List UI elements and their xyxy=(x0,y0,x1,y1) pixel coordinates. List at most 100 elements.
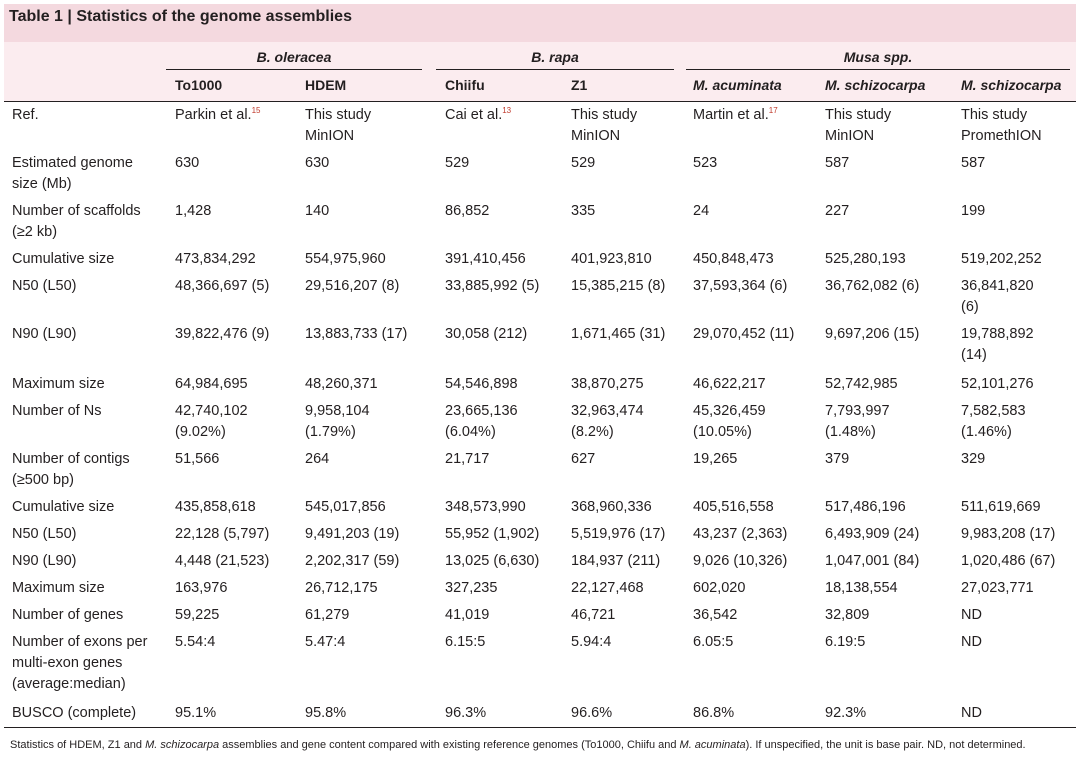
table-cell: 602,020 xyxy=(693,580,746,596)
table-cell: 519,202,252 xyxy=(961,251,1042,267)
group-header-musa: Musa spp. xyxy=(843,49,913,65)
table-cell: 264 xyxy=(305,451,330,467)
table-cell: 163,976 xyxy=(175,580,228,596)
table-cell: 13,025 (6,630) xyxy=(445,553,540,569)
table-cell: 29,070,452 (11) xyxy=(693,326,795,342)
table-cell: 15,385,215 (8) xyxy=(571,278,666,294)
table-cell: 36,542 xyxy=(693,607,738,623)
table-cell: 348,573,990 xyxy=(445,499,526,515)
group-header-b-oleracea: B. oleracea xyxy=(256,49,332,65)
row-label: Maximum size xyxy=(12,376,105,392)
table-cell: 95.1% xyxy=(175,705,217,721)
table-cell: 48,366,697 (5) xyxy=(175,278,270,294)
table-cell: 630 xyxy=(305,155,330,171)
table-cell: 33,885,992 (5) xyxy=(445,278,540,294)
table-cell: 545,017,856 xyxy=(305,499,386,515)
ref-text: This study MinION xyxy=(305,107,372,144)
column-header-bar xyxy=(4,73,1076,101)
table-cell: 36,841,820 (6) xyxy=(961,278,1034,315)
table-cell: 199 xyxy=(961,203,986,219)
table-cell: ND xyxy=(961,705,982,721)
row-label: BUSCO (complete) xyxy=(12,705,137,721)
table-cell: 64,984,695 xyxy=(175,376,248,392)
table-cell: 368,960,336 xyxy=(571,499,652,515)
table-cell: 19,265 xyxy=(693,451,738,467)
table-cell: 1,020,486 (67) xyxy=(961,553,1056,569)
table-cell: 450,848,473 xyxy=(693,251,774,267)
column-header-m-schizocarpa-promethion: M. schizocarpa xyxy=(961,77,1062,93)
row-label: Number of Ns xyxy=(12,403,102,419)
table-cell: 2,202,317 (59) xyxy=(305,553,400,569)
ref-text: This study PromethION xyxy=(961,107,1042,144)
table-cell: 184,937 (211) xyxy=(571,553,661,569)
table-cell: 517,486,196 xyxy=(825,499,906,515)
table-cell: 19,788,892 (14) xyxy=(961,326,1034,363)
table-cell: 6.19:5 xyxy=(825,634,866,650)
table-cell: 9,026 (10,326) xyxy=(693,553,788,569)
table-cell: 379 xyxy=(825,451,850,467)
table-cell: 587 xyxy=(825,155,850,171)
table-cell: 335 xyxy=(571,203,596,219)
table-cell: 43,237 (2,363) xyxy=(693,526,788,542)
ref-cell: Cai et al.13 xyxy=(445,105,511,126)
table-cell: 523 xyxy=(693,155,718,171)
table-cell: 39,822,476 (9) xyxy=(175,326,270,342)
ref-text: Parkin et al. xyxy=(175,107,252,123)
table-cell: 630 xyxy=(175,155,200,171)
table-cell: 45,326,459 (10.05%) xyxy=(693,403,766,440)
table-cell: 9,958,104 (1.79%) xyxy=(305,403,370,440)
table-cell: 86,852 xyxy=(445,203,490,219)
group-rule-b-rapa xyxy=(436,69,674,70)
group-header-bar xyxy=(4,42,1076,73)
table-cell: 59,225 xyxy=(175,607,220,623)
column-header-m-schizocarpa-minion: M. schizocarpa xyxy=(825,77,926,93)
table-cell: 1,428 xyxy=(175,203,212,219)
group-rule-musa xyxy=(686,69,1070,70)
row-label: Number of exons per multi-exon genes (av… xyxy=(12,634,148,692)
group-header-b-rapa: B. rapa xyxy=(531,49,579,65)
row-label: N90 (L90) xyxy=(12,553,77,569)
header-rule xyxy=(4,101,1076,102)
row-label: Number of scaffolds (≥2 kb) xyxy=(12,203,141,240)
table-cell: 96.6% xyxy=(571,705,613,721)
table-cell: 29,516,207 (8) xyxy=(305,278,400,294)
row-label: Number of genes xyxy=(12,607,124,623)
row-label: Cumulative size xyxy=(12,251,115,267)
ref-citation: 15 xyxy=(251,106,261,116)
table-cell: 6.15:5 xyxy=(445,634,486,650)
table-cell: 435,858,618 xyxy=(175,499,256,515)
ref-cell: This study MinION xyxy=(825,105,891,147)
table-cell: 627 xyxy=(571,451,596,467)
table-cell: 1,671,465 (31) xyxy=(571,326,666,342)
table-cell: 4,448 (21,523) xyxy=(175,553,270,569)
table-cell: 23,665,136 (6.04%) xyxy=(445,403,518,440)
table-cell: 37,593,364 (6) xyxy=(693,278,788,294)
table-cell: 54,546,898 xyxy=(445,376,518,392)
ref-citation: 13 xyxy=(502,106,512,116)
table-cell: 5.94:4 xyxy=(571,634,612,650)
table-cell: 46,721 xyxy=(571,607,616,623)
table-cell: 327,235 xyxy=(445,580,498,596)
table-cell: 92.3% xyxy=(825,705,867,721)
row-label: Cumulative size xyxy=(12,499,115,515)
table-footnote: Statistics of HDEM, Z1 and M. schizocarp… xyxy=(10,739,1026,751)
table-cell: 24 xyxy=(693,203,710,219)
row-label: N50 (L50) xyxy=(12,526,77,542)
table-cell: 473,834,292 xyxy=(175,251,256,267)
table-cell: 391,410,456 xyxy=(445,251,526,267)
table-cell: 329 xyxy=(961,451,986,467)
ref-cell: Parkin et al.15 xyxy=(175,105,260,126)
column-header-to1000: To1000 xyxy=(175,77,223,93)
column-header-z1: Z1 xyxy=(571,77,588,93)
ref-cell: This study MinION xyxy=(571,105,637,147)
ref-citation: 17 xyxy=(768,106,778,116)
table-cell: 46,622,217 xyxy=(693,376,766,392)
column-header-hdem: HDEM xyxy=(305,77,347,93)
table-cell: ND xyxy=(961,634,982,650)
table-cell: 587 xyxy=(961,155,986,171)
table-cell: 140 xyxy=(305,203,330,219)
row-label: N90 (L90) xyxy=(12,326,77,342)
table-cell: 22,127,468 xyxy=(571,580,644,596)
ref-text: Martin et al. xyxy=(693,107,769,123)
